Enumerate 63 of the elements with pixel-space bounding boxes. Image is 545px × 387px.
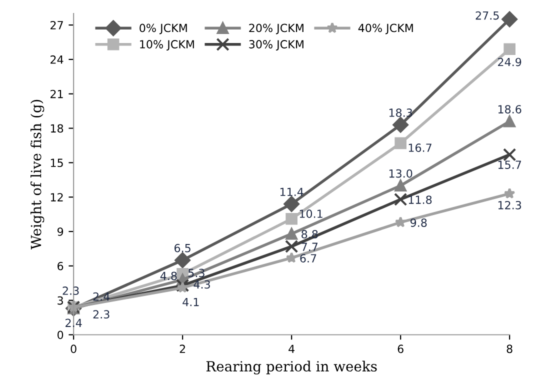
data-label: 12.3	[498, 200, 522, 210]
x-axis-title: Rearing period in weeks	[206, 360, 377, 374]
x-tick-label: 6	[398, 344, 404, 354]
y-tick-label: 12	[50, 193, 63, 202]
data-label: 13.0	[389, 169, 412, 178]
data-label: 27.5	[476, 11, 499, 20]
legend-label: 40% JCKM	[358, 24, 413, 34]
data-label: 6.5	[174, 244, 190, 252]
y-tick-label: 9	[57, 227, 64, 236]
data-label: 5.3	[188, 268, 204, 278]
point	[502, 11, 518, 28]
point	[176, 282, 188, 293]
y-tick-label: 18	[50, 124, 64, 133]
point	[504, 115, 516, 128]
data-label: 4.8	[160, 272, 177, 280]
y-tick-label: 27	[50, 20, 63, 30]
point	[502, 148, 516, 162]
data-label: 8.8	[302, 230, 318, 238]
data-label: 9.8	[410, 218, 427, 227]
data-label: 6.7	[300, 254, 316, 263]
data-label: 4.1	[182, 298, 199, 306]
point	[176, 278, 190, 292]
point	[394, 216, 406, 228]
data-label: 7.7	[302, 242, 318, 251]
legend-label: 30% JCKM	[249, 40, 304, 51]
point	[394, 180, 406, 192]
data-label: 18.6	[498, 105, 522, 114]
y-axis-title: Weight of live fish (g)	[30, 100, 44, 250]
data-label: 16.7	[408, 144, 432, 152]
point	[284, 196, 300, 212]
y-tick-label: 21	[50, 90, 63, 98]
point	[284, 240, 298, 254]
data-label: 4.3	[194, 280, 210, 289]
point	[394, 137, 406, 150]
point	[504, 188, 516, 199]
x-tick-label: 8	[506, 344, 512, 354]
data-label: 18.3	[389, 108, 412, 117]
legend-label: 20% JCKM	[249, 24, 304, 34]
data-label: 24.9	[498, 58, 522, 66]
data-label: 2.4	[66, 318, 82, 327]
point	[504, 43, 516, 56]
data-label: 2.3	[62, 286, 79, 295]
point	[394, 192, 408, 206]
x-tick-label: 4	[288, 344, 294, 353]
y-tick-label: 24	[50, 55, 64, 64]
data-label: 10.1	[300, 210, 322, 218]
y-tick-label: 6	[58, 262, 64, 270]
legend-label: 0% JCKM	[140, 24, 187, 34]
data-label: 15.7	[498, 160, 521, 169]
legend-label: 10% JCKM	[140, 40, 194, 51]
data-label: 11.4	[280, 188, 304, 196]
point	[392, 116, 408, 133]
y-tick-label: 3	[58, 296, 63, 305]
point	[174, 252, 190, 268]
y-tick-label: 15	[50, 158, 63, 168]
y-tick-label: 0	[58, 330, 64, 340]
point	[286, 212, 298, 225]
point	[286, 252, 298, 263]
x-tick-label: 0	[70, 344, 76, 354]
data-label: 2.3	[93, 310, 110, 319]
x-tick-label: 2	[180, 344, 185, 353]
data-label: 11.8	[408, 196, 432, 204]
point	[286, 228, 298, 240]
